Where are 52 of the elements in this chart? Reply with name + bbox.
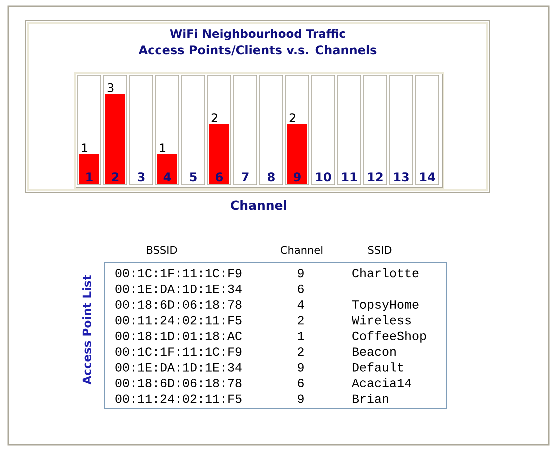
x-tick-label: 7 <box>242 172 249 182</box>
text: CoffeeShop <box>352 331 426 343</box>
text: Access Point List <box>82 275 92 385</box>
x-tick-label: 12 <box>368 172 383 182</box>
category-label: Channel <box>281 246 323 254</box>
x-tick-label: 11 <box>342 172 358 182</box>
text: 00:18:6D:06:18:78 <box>116 379 242 388</box>
text: 00:1C:1F:11:1C:F9 <box>116 269 242 278</box>
text: Brian <box>352 394 388 404</box>
text: 00:1E:DA:1D:1E:34 <box>116 363 242 372</box>
chart-title: WiFi Neighbourhood Traffic <box>170 29 346 40</box>
category-label: BSSID <box>147 246 178 254</box>
text: 9 <box>298 269 304 278</box>
x-tick-label: 3 <box>138 172 145 182</box>
data-label: 1 <box>82 144 88 152</box>
x-tick-label: 4 <box>164 172 172 182</box>
text: 00:1E:DA:1D:1E:34 <box>116 284 242 294</box>
text: 4 <box>298 300 304 309</box>
category-label: SSID <box>368 246 392 254</box>
x-tick-label: 6 <box>216 172 224 182</box>
x-tick-label: 14 <box>420 172 436 182</box>
text: 00:18:1D:01:18:AC <box>116 332 242 340</box>
text: Wireless <box>352 316 411 325</box>
text: 6 <box>298 379 304 388</box>
text: Default <box>352 362 404 372</box>
text: 00:11:24:02:11:F5 <box>116 394 242 404</box>
x-tick-label: 1 <box>86 172 93 182</box>
text: Beacon <box>352 348 396 356</box>
x-tick-label: 10 <box>316 172 332 182</box>
x-tick-label: 9 <box>294 172 301 182</box>
text: 00:1C:1F:11:1C:F9 <box>116 348 242 356</box>
x-tick-label: 13 <box>394 172 409 182</box>
text: TopsyHome <box>352 300 419 312</box>
data-label: 3 <box>108 83 114 92</box>
x-tick-label: 8 <box>268 172 275 182</box>
text: 1 <box>298 332 304 340</box>
data-label: 2 <box>290 114 296 122</box>
data-label: 1 <box>160 144 166 152</box>
text: Charlotte <box>352 268 419 278</box>
x-axis-title: Channel <box>231 200 286 210</box>
data-label: 2 <box>212 114 218 122</box>
text: Acacia14 <box>352 378 412 388</box>
chart-subtitle: Access Points/Clients v.s. Channels <box>138 45 377 56</box>
x-tick-label: 5 <box>190 172 197 182</box>
x-tick-label: 2 <box>112 172 119 182</box>
text: 6 <box>298 284 304 294</box>
text: 2 <box>298 316 304 325</box>
text: 9 <box>298 394 304 404</box>
text: 2 <box>298 348 304 356</box>
text: 00:18:6D:06:18:78 <box>116 300 242 310</box>
text: 00:11:24:02:11:F5 <box>116 316 242 325</box>
text: 9 <box>298 363 304 372</box>
